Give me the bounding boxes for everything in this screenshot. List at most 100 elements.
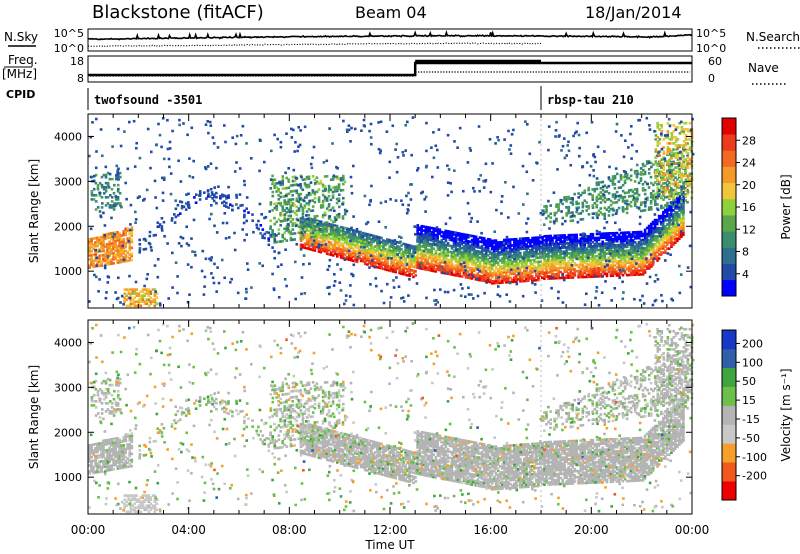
power-cell: [460, 251, 464, 254]
power-cell: [92, 243, 95, 246]
power-cell: [496, 267, 500, 271]
power-cell: [388, 238, 391, 242]
power-cell: [535, 236, 538, 239]
power-cell: [675, 229, 679, 232]
power-cell: [682, 233, 685, 237]
power-cell: [390, 259, 393, 263]
power-cell: [412, 259, 415, 262]
power-cell: [287, 224, 291, 228]
power-cell: [591, 188, 594, 191]
power-cell: [460, 232, 464, 236]
power-cell: [682, 209, 685, 212]
power-cell: [639, 267, 643, 270]
power-cell: [317, 182, 321, 185]
power-cell: [326, 238, 329, 241]
power-cell: [583, 261, 586, 265]
power-cell: [337, 243, 341, 247]
power-cell: [577, 269, 580, 273]
power-cell: [547, 259, 550, 262]
power-cell: [448, 232, 451, 235]
power-cell: [579, 259, 583, 263]
power-cell: [112, 192, 116, 195]
power-cell: [641, 262, 645, 266]
power-cell: [259, 224, 263, 227]
power-cell: [408, 256, 411, 259]
power-cell: [100, 260, 103, 263]
power-cell: [122, 252, 125, 255]
power-cell: [301, 212, 305, 216]
power-cell: [621, 237, 625, 241]
power-cell: [482, 259, 486, 262]
power-cell: [472, 273, 476, 277]
power-cell: [581, 205, 585, 209]
power-cell: [363, 245, 366, 249]
power-cell: [450, 261, 454, 264]
power-cell: [343, 231, 347, 234]
power-cell: [601, 246, 605, 250]
power-cell: [123, 296, 126, 299]
power-cell: [464, 245, 468, 249]
power-cell: [632, 235, 635, 238]
power-cell: [124, 253, 128, 257]
power-cell: [291, 179, 295, 183]
power-cell: [468, 248, 472, 252]
power-cell: [337, 247, 341, 251]
power-cell: [436, 258, 440, 261]
power-cell: [352, 235, 355, 238]
power-cell: [551, 273, 554, 276]
power-cell: [531, 240, 534, 244]
power-cell: [501, 253, 504, 256]
power-cell: [603, 196, 607, 200]
power-cell: [484, 241, 488, 245]
power-cell: [583, 265, 586, 269]
power-cell: [530, 244, 534, 248]
power-cell: [593, 238, 597, 242]
power-cell: [662, 243, 665, 246]
power-cell: [100, 250, 103, 253]
power-cell: [535, 254, 538, 258]
power-cell: [323, 175, 327, 178]
power-cell: [613, 237, 617, 241]
power-cell: [424, 251, 427, 255]
power-cell: [478, 278, 482, 282]
power-cell: [553, 246, 556, 250]
power-cell: [310, 166, 314, 170]
power-cell: [328, 186, 331, 190]
power-cell: [454, 272, 458, 275]
power-cell: [505, 270, 508, 274]
power-cell: [332, 248, 335, 251]
power-cell: [301, 237, 305, 241]
power-cell: [128, 230, 132, 234]
power-cell: [595, 265, 599, 268]
power-cell: [291, 175, 295, 179]
power-cell: [418, 240, 421, 244]
power-cell: [348, 246, 351, 249]
power-cell: [479, 266, 482, 270]
power-cell: [674, 219, 677, 222]
power-cell: [627, 267, 631, 271]
power-cell: [410, 262, 414, 266]
power-cell: [589, 245, 592, 248]
power-cell: [541, 252, 544, 255]
power-cell: [382, 261, 385, 265]
power-cell: [676, 178, 679, 181]
power-cell: [533, 254, 536, 258]
power-cell: [649, 206, 653, 209]
power-cell: [537, 252, 540, 256]
power-cell: [329, 218, 333, 222]
power-cell: [354, 260, 357, 263]
power-cell: [102, 187, 106, 191]
power-cell: [676, 227, 679, 230]
power-cell: [571, 243, 574, 247]
power-cell: [549, 240, 552, 244]
power-cell: [450, 244, 454, 248]
power-cell: [133, 296, 136, 299]
power-cell: [571, 254, 575, 257]
power-cell: [130, 238, 133, 242]
power-cell: [661, 245, 665, 248]
power-cell: [625, 249, 629, 253]
power-cell: [567, 248, 571, 251]
power-cell: [341, 250, 345, 254]
power-cell: [635, 187, 639, 191]
power-cell: [494, 253, 498, 256]
